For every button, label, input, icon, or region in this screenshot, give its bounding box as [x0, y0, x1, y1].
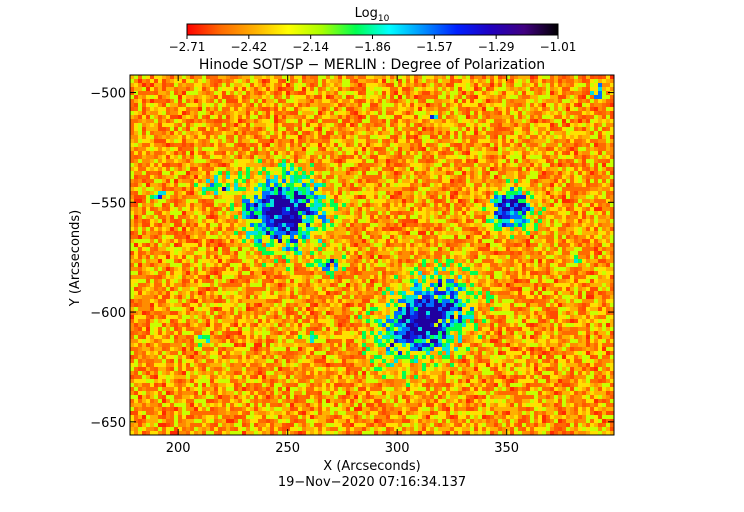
y-tick-label: −600: [90, 306, 126, 321]
colorbar-tick-label: −2.42: [230, 40, 267, 54]
heatmap-cells: [130, 75, 614, 435]
y-tick-label: −650: [90, 416, 126, 431]
timestamp: 19−Nov−2020 07:16:34.137: [278, 475, 466, 490]
x-axis-label: X (Arcseconds): [323, 459, 420, 474]
colorbar-title: Log10: [355, 6, 390, 24]
colorbar-tick-label: −2.14: [292, 40, 329, 54]
x-tick-label: 300: [385, 441, 410, 456]
colorbar: Log10 −2.71 −2.42 −2.14 −1.86 −1.57 −1.29 −1.0…: [169, 6, 577, 54]
colorbar-tick-label: −1.01: [540, 40, 577, 54]
colorbar-ticks: −2.71 −2.42 −2.14 −1.86 −1.57 −1.29 −1.01: [169, 35, 577, 54]
colorbar-gradient: [186, 23, 559, 36]
x-axis: 200 250 300 350: [166, 75, 519, 456]
heatmap-area: [130, 75, 614, 435]
chart-title: Hinode SOT/SP − MERLIN : Degree of Polar…: [199, 57, 545, 73]
y-axis: −500 −550 −600 −650: [90, 87, 614, 431]
plot-frame: [129, 74, 615, 436]
y-axis-label: Y (Arcseconds): [68, 210, 83, 307]
colorbar-tick-label: −1.57: [416, 40, 453, 54]
x-tick-label: 250: [275, 441, 300, 456]
x-tick-label: 350: [494, 441, 519, 456]
colorbar-tick-label: −2.71: [169, 40, 206, 54]
colorbar-tick-label: −1.29: [478, 40, 515, 54]
y-tick-label: −500: [90, 87, 126, 102]
y-tick-label: −550: [90, 196, 126, 211]
colorbar-tick-label: −1.86: [354, 40, 391, 54]
x-tick-label: 200: [166, 441, 191, 456]
